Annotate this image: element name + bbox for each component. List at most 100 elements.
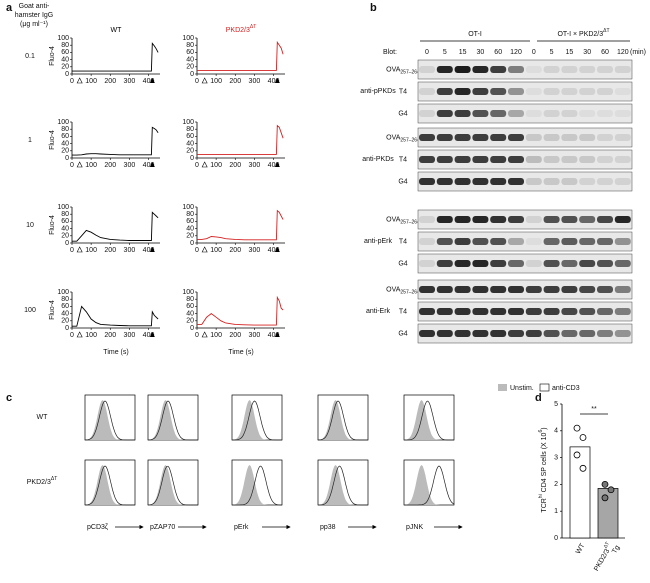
axis — [196, 292, 285, 329]
y-tick-label: 60 — [61, 49, 69, 56]
y-tick-label: 4 — [554, 428, 558, 435]
band — [525, 88, 542, 95]
blot-strip — [417, 323, 633, 344]
band — [472, 260, 489, 267]
x-tick-label: 200 — [104, 332, 116, 339]
y-tick-label: 20 — [61, 318, 69, 325]
y-tick-label: 100 — [57, 119, 69, 126]
x-tick-label: 200 — [104, 247, 116, 254]
category-label: PKD2/3ΔT — [591, 541, 615, 572]
band — [597, 330, 613, 337]
subscript: 257–264 — [400, 70, 420, 76]
band — [579, 308, 596, 315]
blot-row-label: OVA257–264 — [386, 66, 420, 75]
histogram-unstim — [404, 465, 454, 505]
antibody-label: anti-PKDs — [362, 156, 394, 163]
text-part: OVA — [386, 134, 401, 141]
band — [543, 110, 560, 117]
band — [508, 216, 524, 223]
y-tick-label: 100 — [182, 119, 194, 126]
histogram-stim — [84, 465, 135, 506]
blot-strip — [417, 81, 633, 102]
marker-label: pCD3ζ — [87, 524, 108, 531]
x-axis-label: Time (s) — [228, 349, 253, 356]
band — [614, 110, 631, 117]
band — [419, 66, 435, 73]
band — [561, 88, 578, 95]
blot-strip — [417, 127, 633, 148]
stim-marker-open — [76, 246, 83, 253]
blot-strip — [417, 59, 633, 80]
subscript: 257–264 — [400, 220, 420, 226]
y-tick-label: 5 — [554, 401, 558, 408]
band — [419, 110, 435, 117]
band — [597, 238, 613, 245]
band — [419, 134, 435, 141]
band — [490, 308, 507, 315]
x-tick-label: 200 — [229, 332, 241, 339]
band — [454, 88, 471, 95]
time-label: 30 — [583, 49, 591, 56]
trace — [72, 305, 159, 327]
band — [561, 216, 578, 223]
band — [490, 216, 507, 223]
axis — [196, 122, 285, 159]
antibody-label: anti-Erk — [366, 308, 391, 315]
y-tick-label: 40 — [186, 140, 194, 147]
band — [490, 286, 507, 293]
band — [508, 260, 524, 267]
y-tick-label: 80 — [61, 126, 69, 133]
subscript: 257–264 — [400, 138, 420, 144]
x-tick-label: 400 — [143, 332, 155, 339]
x-tick-label: 400 — [143, 78, 155, 85]
band — [543, 178, 560, 185]
y-tick-label: 100 — [182, 289, 194, 296]
panel-letter: c — [6, 392, 12, 404]
legend-label: Unstim. — [510, 385, 534, 392]
trace — [72, 126, 159, 156]
text-part: PKD2/3 — [226, 27, 250, 34]
text-part: ) — [541, 427, 548, 429]
trace — [197, 124, 284, 155]
band — [525, 66, 542, 73]
band — [508, 308, 524, 315]
bar — [597, 488, 619, 539]
y-tick-label: 60 — [186, 303, 194, 310]
x-tick-label: 300 — [124, 162, 136, 169]
band — [419, 156, 435, 163]
blot-strip — [417, 301, 633, 322]
time-label: 5 — [443, 49, 447, 56]
legend-swatch — [498, 384, 507, 391]
text-part: CD4 SP cells (X 10 — [541, 432, 548, 494]
stim-marker-open — [76, 331, 83, 338]
y-tick-label: 80 — [61, 296, 69, 303]
blot-row-label: OVA257–264 — [386, 286, 420, 295]
band — [419, 238, 435, 245]
band — [472, 178, 489, 185]
band — [436, 260, 453, 267]
band — [454, 110, 471, 117]
band — [454, 260, 471, 267]
band — [597, 66, 613, 73]
y-tick-label: 0 — [65, 155, 69, 162]
x-tick-label: 300 — [124, 247, 136, 254]
band — [561, 286, 578, 293]
blot-row-label: OVA257–264 — [386, 216, 420, 225]
row-label: 1 — [28, 137, 32, 144]
band — [472, 216, 489, 223]
band — [454, 308, 471, 315]
band — [525, 238, 542, 245]
y-tick-label: 60 — [61, 303, 69, 310]
y-axis-label: Fluo-4 — [49, 300, 56, 320]
time-label: 120 — [510, 49, 522, 56]
band — [454, 238, 471, 245]
band — [614, 156, 631, 163]
band — [614, 66, 631, 73]
band — [508, 156, 524, 163]
y-tick-label: 40 — [186, 56, 194, 63]
band — [561, 308, 578, 315]
band — [543, 156, 560, 163]
text-part: PKD2/3 — [27, 479, 51, 486]
band — [419, 216, 435, 223]
text-part: G4 — [398, 178, 407, 185]
